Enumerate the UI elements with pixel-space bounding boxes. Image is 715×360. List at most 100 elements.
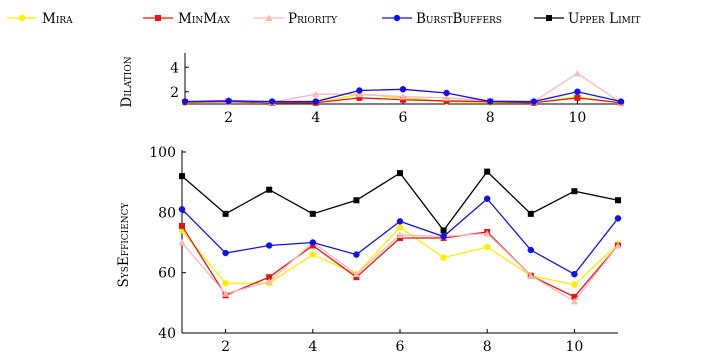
data-point [396, 218, 404, 225]
legend-item-priority: Priority [254, 11, 338, 27]
legend-label: Mira [42, 11, 73, 27]
y-tick-label: 2 [170, 85, 179, 101]
data-point [352, 270, 360, 278]
legend-item-upper-limit: Upper Limit [534, 11, 640, 27]
data-point [309, 251, 317, 258]
data-point [440, 254, 447, 261]
data-point [353, 251, 360, 258]
legend-label: Priority [288, 11, 338, 27]
x-tick-label: 2 [221, 339, 230, 355]
data-point [527, 210, 534, 217]
x-tick-label: 2 [224, 110, 233, 126]
y-axis-label: Dilation [119, 56, 135, 107]
data-point [356, 94, 363, 101]
data-point [312, 90, 320, 98]
data-point [353, 197, 360, 204]
series-upper-limit [179, 168, 621, 234]
data-point [570, 297, 578, 305]
data-point [179, 173, 185, 180]
legend-label: BurstBuffers [416, 11, 502, 27]
data-point [396, 231, 404, 238]
y-axis-label: SysEfficiency [116, 201, 132, 287]
data-point [571, 188, 578, 195]
data-point [440, 233, 447, 240]
legend-marker [265, 14, 273, 21]
data-point [399, 93, 407, 100]
legend-marker [393, 14, 401, 22]
data-point [614, 215, 622, 222]
data-point [181, 98, 189, 105]
data-point [222, 210, 229, 217]
data-point [312, 98, 320, 105]
legend-marker [546, 15, 552, 21]
series-line [181, 232, 619, 303]
data-point [571, 281, 578, 288]
data-point [178, 206, 186, 213]
data-point [222, 290, 230, 297]
data-point [399, 86, 407, 93]
data-point [615, 197, 621, 204]
data-point [268, 98, 276, 105]
legend-item-minmax: MinMax [143, 11, 231, 27]
data-point [573, 69, 581, 77]
data-point [353, 274, 360, 281]
data-point [527, 246, 535, 254]
y-tick-label: 40 [158, 326, 176, 342]
legend-marker [155, 15, 161, 21]
data-point [617, 98, 625, 105]
data-point [400, 96, 406, 103]
data-point [309, 239, 317, 246]
data-point [396, 224, 404, 231]
data-point [225, 97, 232, 105]
data-point [355, 90, 363, 98]
legend-label: MinMax [178, 11, 231, 27]
data-point [265, 278, 273, 285]
data-point [222, 249, 229, 257]
data-point [179, 222, 185, 229]
data-point [443, 89, 450, 97]
data-point [222, 279, 229, 287]
data-point [574, 94, 581, 101]
data-point [574, 88, 581, 95]
legend: Mira MinMax Priority BurstBuffers Upper Limi… [7, 11, 640, 27]
data-point [397, 234, 403, 241]
x-tick-label: 10 [565, 339, 583, 355]
x-tick-label: 4 [311, 110, 320, 126]
data-point [484, 168, 491, 175]
data-point [486, 98, 494, 105]
x-tick-label: 8 [483, 339, 492, 355]
y-tick-label: 4 [170, 60, 179, 76]
y-tick-label: 100 [149, 145, 176, 161]
y-tick-label: 80 [158, 205, 176, 221]
x-tick-label: 8 [486, 110, 495, 126]
data-point [397, 170, 403, 177]
y-tick-label: 60 [158, 266, 176, 282]
legend-marker [18, 14, 26, 22]
data-point [527, 272, 535, 279]
legend-item-burstbuffers: BurstBuffers [382, 11, 502, 27]
dilation-panel: 2 4 6 8 10 2 4 Dilation [119, 53, 625, 126]
data-point [309, 210, 316, 217]
data-point [443, 94, 451, 101]
data-point [178, 239, 186, 246]
x-tick-label: 6 [399, 110, 408, 126]
data-point [483, 229, 491, 237]
sysefficiency-panel: 2 4 6 8 10 40 60 80 100 SysEfficiency [116, 145, 622, 355]
data-point [265, 242, 273, 249]
legend-label: Upper Limit [568, 11, 640, 27]
x-tick-label: 10 [568, 110, 586, 126]
series-priority [178, 229, 622, 305]
data-point [571, 270, 578, 278]
data-point [266, 274, 273, 281]
data-point [356, 87, 363, 94]
data-point [614, 242, 622, 249]
legend-item-mira: Mira [7, 11, 73, 27]
data-point [266, 186, 273, 193]
data-point [483, 195, 491, 203]
series-burstbuffers [181, 86, 625, 105]
data-point [443, 97, 450, 104]
data-point [530, 98, 538, 105]
x-tick-label: 4 [308, 339, 317, 355]
x-tick-label: 6 [396, 339, 405, 355]
